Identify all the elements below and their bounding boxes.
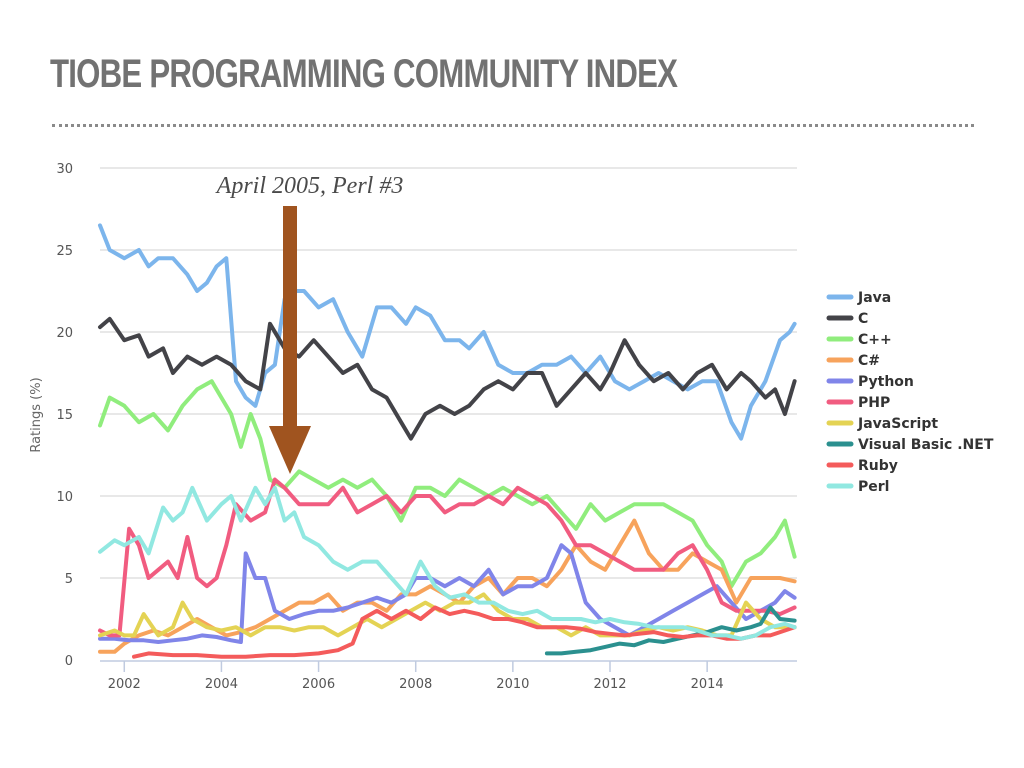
series-line-python[interactable]: [98, 543, 797, 644]
x-axis: 2002 2004 2006 2008 2010 2012 2014: [100, 660, 797, 692]
annotation-arrow: [269, 206, 311, 474]
y-tick-label: 10: [56, 490, 73, 505]
legend-item[interactable]: C#: [826, 353, 880, 369]
legend-label: PHP: [858, 395, 890, 411]
title-divider: [52, 124, 974, 127]
legend-item[interactable]: C++: [826, 332, 892, 348]
series-line-ruby[interactable]: [132, 605, 797, 659]
legend-item[interactable]: PHP: [826, 395, 890, 411]
x-tick-label: 2004: [205, 677, 238, 692]
legend-label: C++: [858, 332, 892, 348]
y-tick-label: 15: [56, 408, 73, 423]
legend-item[interactable]: Ruby: [826, 458, 898, 474]
page-title: TIOBE PROGRAMMING COMMUNITY INDEX: [50, 52, 678, 96]
series-line-c-[interactable]: [98, 379, 797, 589]
series-line-c[interactable]: [98, 316, 797, 441]
x-tick-label: 2012: [593, 677, 626, 692]
y-tick-label: 0: [65, 654, 73, 669]
y-axis: 0 5 10 15 20 25 30: [56, 162, 73, 669]
legend-label: C#: [858, 353, 880, 369]
arrow-shaft: [283, 206, 297, 428]
legend-item[interactable]: Visual Basic .NET: [826, 437, 994, 453]
x-tick-label: 2006: [302, 677, 335, 692]
legend: Java C C++ C# Python PHP JavaScript Visual Basi…: [826, 290, 994, 495]
legend-label: Visual Basic .NET: [858, 437, 994, 453]
series-lines: [98, 223, 797, 659]
legend-item[interactable]: Python: [826, 374, 914, 390]
series-line-visual-basic-net[interactable]: [544, 605, 797, 656]
legend-label: Ruby: [858, 458, 898, 474]
legend-label: C: [858, 311, 868, 327]
y-tick-label: 20: [56, 326, 73, 341]
annotation-text: April 2005, Perl #3: [215, 173, 404, 199]
series-line-javascript[interactable]: [98, 592, 797, 638]
legend-item[interactable]: C: [826, 311, 868, 327]
x-tick-label: 2002: [108, 677, 141, 692]
x-tick-label: 2008: [399, 677, 432, 692]
arrow-head: [269, 426, 311, 474]
legend-label: JavaScript: [857, 416, 938, 432]
x-tick-label: 2014: [691, 677, 724, 692]
series-line-php[interactable]: [98, 477, 797, 638]
legend-label: Java: [857, 290, 891, 306]
legend-label: Perl: [858, 479, 889, 495]
grid-lines: [100, 167, 797, 579]
y-tick-label: 5: [65, 572, 73, 587]
legend-item[interactable]: JavaScript: [826, 416, 938, 432]
y-tick-label: 30: [56, 162, 73, 177]
y-tick-label: 25: [56, 244, 73, 259]
y-axis-label: Ratings (%): [29, 377, 44, 452]
legend-label: Python: [858, 374, 914, 390]
legend-item[interactable]: Perl: [826, 479, 889, 495]
legend-item[interactable]: Java: [826, 290, 891, 306]
x-tick-label: 2010: [496, 677, 529, 692]
series-line-perl[interactable]: [98, 485, 797, 641]
